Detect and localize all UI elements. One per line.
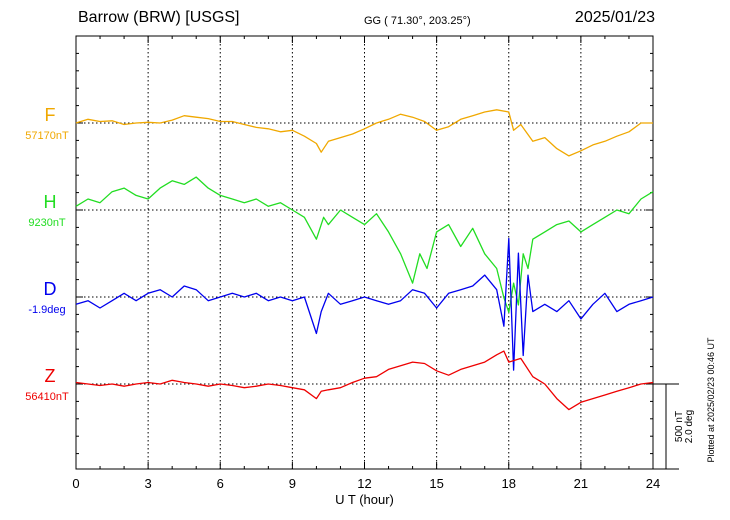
series-line-d [75,237,654,371]
plotted-at-note: Plotted at 2025/02/23 00:46 UT [706,337,716,463]
channel-label-d: D [44,279,57,299]
series-line-h [75,176,654,313]
channel-label-h: H [44,192,57,212]
station-coordinates: GG ( 71.30°, 203.25°) [364,15,471,27]
plot-date: 2025/01/23 [574,9,655,26]
channel-label-z: Z [45,366,56,386]
x-tick-label: 3 [145,476,152,491]
channel-baseline-d: -1.9deg [28,304,65,316]
series-line-f [75,109,653,157]
x-tick-label: 6 [217,476,224,491]
scale-bar-deg-label: 2.0 deg [684,410,695,443]
x-tick-label: 12 [357,476,371,491]
x-tick-label: 18 [502,476,516,491]
station-title: Barrow (BRW) [USGS] [78,9,240,26]
x-tick-label: 9 [289,476,296,491]
x-tick-label: 21 [574,476,588,491]
series-line-z [75,350,654,411]
x-tick-label: 0 [72,476,79,491]
x-axis-label: U T (hour) [335,492,394,507]
scale-bar-nt-label: 500 nT [674,411,685,442]
channel-baseline-h: 9230nT [28,217,66,229]
x-tick-label: 24 [646,476,660,491]
channel-label-f: F [45,105,56,125]
channel-baseline-f: 57170nT [25,130,69,142]
channel-baseline-z: 56410nT [25,391,69,403]
x-tick-label: 15 [429,476,443,491]
